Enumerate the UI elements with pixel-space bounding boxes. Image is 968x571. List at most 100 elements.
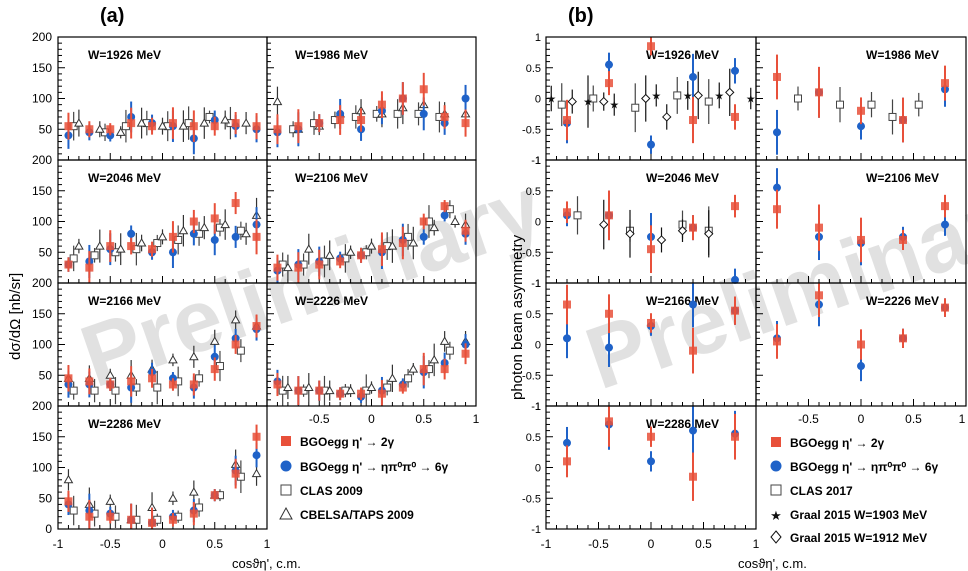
y-tick-label: 200 xyxy=(32,276,52,290)
point-bgo-6g xyxy=(563,334,571,343)
x-tick-label: -0.5 xyxy=(100,537,121,551)
point-bgo-2g xyxy=(857,106,865,115)
point-bgo-6g xyxy=(731,275,739,284)
point-cbelsa xyxy=(408,238,419,247)
point-bgo-2g xyxy=(148,374,157,383)
subplot-label: W=2286 MeV xyxy=(646,417,719,431)
point-cbelsa xyxy=(220,219,231,229)
point-bgo-6g xyxy=(419,232,428,241)
point-graal-diamond xyxy=(641,93,651,104)
point-bgo-2g xyxy=(210,214,219,223)
point-bgo-2g xyxy=(689,223,697,232)
point-bgo-2g xyxy=(357,251,366,260)
point-cbelsa xyxy=(324,250,335,259)
point-bgo-2g xyxy=(252,432,261,441)
y-tick-label: -1 xyxy=(531,278,541,290)
point-bgo-2g xyxy=(357,116,366,125)
point-clas xyxy=(445,346,454,355)
point-bgo-2g xyxy=(64,260,73,269)
point-cbelsa xyxy=(241,228,251,238)
point-bgo-6g xyxy=(210,352,219,361)
legend-marker-bgo-2g xyxy=(281,436,291,446)
point-cbelsa xyxy=(157,121,168,130)
legend-marker-bgo-6g xyxy=(770,460,782,472)
point-bgo-2g xyxy=(419,365,428,374)
point-cbelsa xyxy=(303,382,314,392)
subplot-a-2: W=2046 MeV xyxy=(57,159,268,284)
x-tick-label: 1 xyxy=(264,537,271,551)
subplot-frame xyxy=(545,405,757,530)
point-bgo-2g xyxy=(273,380,282,389)
point-bgo-2g xyxy=(815,223,823,232)
point-bgo-2g xyxy=(336,257,345,266)
subplot-frame xyxy=(57,405,268,530)
y-tick-label: 200 xyxy=(32,153,52,167)
point-bgo-2g xyxy=(168,380,177,389)
y-tick-label: 150 xyxy=(32,430,52,444)
subplot-label: W=1926 MeV xyxy=(88,48,161,62)
point-clas xyxy=(236,346,245,355)
point-bgo-2g xyxy=(357,389,366,398)
y-tick-label: 100 xyxy=(32,92,52,106)
point-bgo-2g xyxy=(899,334,907,343)
point-bgo-6g xyxy=(773,128,781,137)
subplot-b-5: W=2226 MeV xyxy=(755,282,967,407)
legend-label: BGOegg η' → 2γ xyxy=(300,435,395,449)
point-cbelsa xyxy=(63,474,74,484)
y-tick-label: 0 xyxy=(45,522,52,536)
point-cbelsa xyxy=(345,385,356,395)
legend-label: BGOegg η' → ηπ⁰π⁰ → 6γ xyxy=(300,460,449,474)
point-bgo-2g xyxy=(605,211,613,220)
point-clas xyxy=(153,383,162,392)
subplot-frame xyxy=(755,282,967,407)
subplot-label: W=2106 MeV xyxy=(295,171,368,185)
point-bgo-2g xyxy=(127,377,136,386)
point-bgo-2g xyxy=(899,116,907,125)
subplot-b-2: W=2046 MeV xyxy=(545,159,757,284)
point-graal-diamond xyxy=(693,90,703,101)
legend-label: CLAS 2017 xyxy=(790,484,853,498)
point-cbelsa xyxy=(94,124,105,133)
point-graal-star: ★ xyxy=(683,90,693,102)
point-bgo-2g xyxy=(857,235,865,244)
subplot-label: W=2286 MeV xyxy=(88,417,161,431)
legend-label: BGOegg η' → 2γ xyxy=(790,436,885,450)
point-cbelsa xyxy=(303,244,314,253)
point-bgo-2g xyxy=(189,509,198,518)
point-bgo-2g xyxy=(231,119,240,128)
y-tick-label: 0.5 xyxy=(526,186,541,198)
point-bgo-2g xyxy=(647,432,655,441)
point-bgo-2g xyxy=(461,349,470,358)
point-bgo-2g xyxy=(106,512,115,521)
point-bgo-2g xyxy=(210,491,219,500)
point-graal-star: ★ xyxy=(546,94,556,106)
subplot-a-6: W=2286 MeV xyxy=(57,405,268,530)
x-tick-label: 0 xyxy=(648,537,655,551)
point-graal-diamond xyxy=(725,87,735,98)
point-bgo-2g xyxy=(605,417,613,426)
point-cbelsa xyxy=(168,354,178,364)
point-bgo-2g xyxy=(336,389,345,398)
point-bgo-2g xyxy=(106,380,115,389)
point-bgo-2g xyxy=(941,202,949,211)
point-clas xyxy=(673,91,682,100)
point-bgo-2g xyxy=(563,300,571,309)
y-tick-label: -1 xyxy=(531,155,541,167)
point-bgo-6g xyxy=(647,457,655,466)
y-tick-label: 0 xyxy=(535,94,541,106)
point-bgo-2g xyxy=(731,112,739,121)
point-bgo-2g xyxy=(252,322,261,331)
x-tick-label: 0 xyxy=(159,537,166,551)
x-tick-label: -1 xyxy=(53,537,64,551)
point-clas xyxy=(589,94,598,103)
point-bgo-6g xyxy=(440,211,449,220)
x-tick-label: 0.5 xyxy=(206,537,223,551)
point-bgo-6g xyxy=(419,109,428,118)
point-graal-star: ★ xyxy=(746,94,756,106)
point-bgo-2g xyxy=(815,291,823,300)
point-graal-star: ★ xyxy=(651,90,661,102)
x-tick-label: 0.5 xyxy=(695,537,712,551)
point-cbelsa xyxy=(199,118,210,127)
point-cbelsa xyxy=(178,225,189,235)
